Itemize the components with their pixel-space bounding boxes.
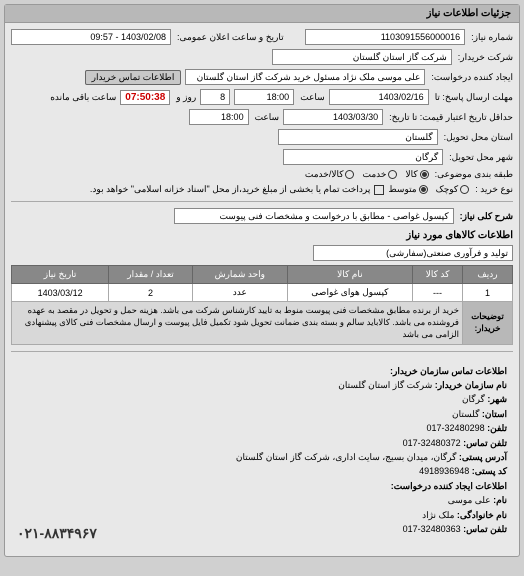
cprovince-label: استان:	[482, 409, 507, 419]
buyer-label: شرکت خریدار:	[456, 52, 513, 63]
note-row: توضیحات خریدار:خرید از برنده مطابق مشخصا…	[12, 302, 513, 345]
time-label-2: ساعت	[253, 112, 280, 123]
contact-header: اطلاعات تماس سازمان خریدار:	[17, 364, 507, 378]
table-header: تعداد / مقدار	[109, 266, 193, 284]
cpostal-value: 4918936948	[419, 466, 469, 476]
contact-button[interactable]: اطلاعات تماس خریدار	[85, 70, 182, 85]
note-text: خرید از برنده مطابق مشخصات فنی پیوست منو…	[12, 302, 463, 345]
lname-value: ملک نژاد	[422, 510, 454, 520]
table-header: نام کالا	[287, 266, 412, 284]
province-field: گلستان	[278, 129, 438, 145]
goods-header: اطلاعات کالاهای مورد نیاز	[11, 230, 513, 241]
lname-label: نام خانوادگی:	[457, 510, 507, 520]
validity-label: حداقل تاریخ اعتبار قیمت: تا تاریخ:	[387, 112, 513, 123]
time-label-1: ساعت	[298, 92, 325, 103]
table-header: واحد شمارش	[192, 266, 287, 284]
cphone2-label: تلفن تماس:	[463, 524, 507, 534]
panel-body: شماره نیاز: 1103091556000016 تاریخ و ساع…	[5, 23, 519, 556]
time-remaining: 07:50:38	[120, 90, 170, 105]
budget-radio[interactable]: کالا	[405, 169, 428, 180]
cphone2-value: 32480363-017	[403, 524, 461, 534]
buy-radio[interactable]: کوچک	[436, 184, 470, 195]
buy-radio-group: کوچک متوسط	[388, 184, 469, 195]
cpostal-label: کد پستی:	[472, 466, 507, 476]
number-field: 1103091556000016	[305, 29, 465, 45]
datetime-field: 1403/02/08 - 09:57	[11, 29, 171, 45]
creator-header: اطلاعات ایجاد کننده درخواست:	[17, 479, 507, 493]
details-panel: جزئیات اطلاعات نیاز شماره نیاز: 11030915…	[4, 4, 520, 557]
cphone-label: تلفن:	[487, 423, 507, 433]
city-field: گرگان	[283, 149, 443, 165]
days-label: روز و	[174, 92, 196, 103]
desc-field: کپسول غواصی - مطابق با درخواست و مشخصات …	[174, 208, 454, 224]
org-value: شرکت گاز استان گلستان	[338, 380, 432, 390]
fname-value: علی موسی	[448, 495, 491, 505]
payment-checkbox[interactable]	[374, 185, 384, 195]
budget-radio-group: کالا خدمت کالا/خدمت	[305, 169, 429, 180]
fname-label: نام:	[493, 495, 507, 505]
budget-label: طبقه بندی موضوعی:	[433, 169, 513, 180]
reply-until-label: مهلت ارسال پاسخ: تا	[433, 92, 513, 103]
table-header: ردیف	[463, 266, 513, 284]
payment-note: پرداخت تمام یا بخشی از مبلغ خرید،از محل …	[88, 184, 370, 195]
datetime-label: تاریخ و ساعت اعلان عمومی:	[175, 32, 284, 43]
cprovince-value: گلستان	[452, 409, 479, 419]
footer-phone: ۰۲۱-۸۸۳۴۹۶۷	[17, 522, 97, 544]
ccity-value: گرگان	[462, 394, 485, 404]
cphone-value: 32480298-017	[427, 423, 485, 433]
org-label: نام سازمان خریدار:	[435, 380, 507, 390]
desc-title-label: شرح کلی نیاز:	[458, 211, 513, 222]
budget-radio[interactable]: کالا/خدمت	[305, 169, 355, 180]
city-label: شهر محل تحویل:	[447, 152, 513, 163]
buy-type-label: نوع خرید :	[473, 184, 513, 195]
buyer-field: شرکت گاز استان گلستان	[272, 49, 452, 65]
note-label: توضیحات خریدار:	[463, 302, 513, 345]
cfax-label: تلفن تماس:	[463, 438, 507, 448]
panel-title: جزئیات اطلاعات نیاز	[5, 5, 519, 23]
goods-table: ردیفکد کالانام کالاواحد شمارشتعداد / مقد…	[11, 265, 513, 345]
province-label: استان محل تحویل:	[442, 132, 513, 143]
reply-date-field: 1403/02/16	[329, 89, 429, 105]
validity-time-field: 18:00	[189, 109, 249, 125]
validity-date-field: 1403/03/30	[283, 109, 383, 125]
creator-label: ایجاد کننده درخواست:	[429, 72, 513, 83]
ccity-label: شهر:	[487, 394, 507, 404]
table-header: کد کالا	[413, 266, 463, 284]
cfax-value: 32480372-017	[403, 438, 461, 448]
budget-radio[interactable]: خدمت	[362, 169, 397, 180]
category-field: تولید و فرآوری صنعتی(سفارشی)	[313, 245, 513, 261]
caddress-label: آدرس پستی:	[459, 452, 507, 462]
remaining-label: ساعت باقی مانده	[48, 92, 116, 103]
days-remaining: 8	[200, 89, 230, 105]
contact-section: اطلاعات تماس سازمان خریدار: نام سازمان خ…	[11, 358, 513, 551]
creator-field: علی موسی ملک نژاد مسئول خرید شرکت گاز اس…	[185, 69, 425, 85]
reply-time-field: 18:00	[234, 89, 294, 105]
caddress-value: گرگان، میدان بسیج، سایت اداری، شرکت گاز …	[236, 452, 457, 462]
table-row: 1---کپسول هوای غواصیعدد21403/03/12	[12, 284, 513, 302]
number-label: شماره نیاز:	[469, 32, 513, 43]
buy-radio[interactable]: متوسط	[388, 184, 427, 195]
table-header: تاریخ نیاز	[12, 266, 109, 284]
